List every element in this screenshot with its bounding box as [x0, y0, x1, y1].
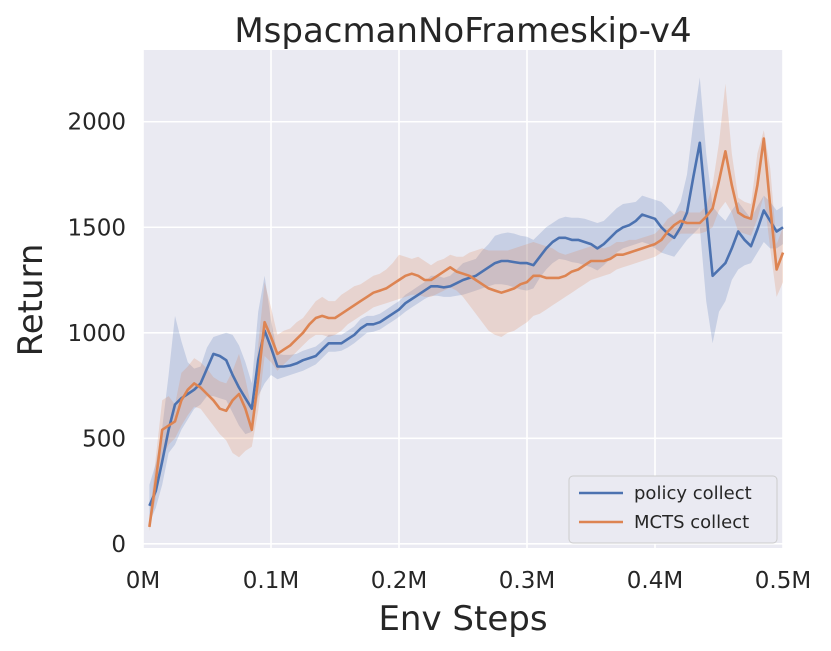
legend-label-policy: policy collect: [634, 483, 752, 504]
x-axis-label: Env Steps: [378, 599, 547, 639]
series-lines: [148, 137, 785, 528]
series-line-0: [148, 141, 784, 507]
y-tick-labels: 0 500 1000 1500 2000: [67, 110, 126, 558]
x-tick-label: 0.3M: [499, 568, 555, 594]
plot-background: [143, 50, 783, 548]
y-tick-label: 500: [82, 426, 126, 452]
x-tick-label: 0.4M: [627, 568, 683, 594]
x-tick-label: 0M: [126, 568, 160, 594]
x-tick-label: 0.2M: [371, 568, 427, 594]
y-tick-label: 1000: [67, 321, 126, 347]
legend: policy collect MCTS collect: [568, 475, 778, 544]
grid: [142, 50, 784, 548]
legend-label-mcts: MCTS collect: [634, 512, 749, 533]
y-tick-label: 2000: [67, 110, 126, 136]
y-tick-label: 1500: [67, 215, 126, 241]
x-tick-label: 0.5M: [755, 568, 811, 594]
series-line-1: [148, 137, 785, 528]
chart-title: MspacmanNoFrameskip-v4: [234, 11, 691, 51]
y-axis-label: Return: [11, 244, 51, 357]
x-tick-labels: 0M 0.1M 0.2M 0.3M 0.4M 0.5M: [126, 568, 811, 594]
x-tick-label: 0.1M: [243, 568, 299, 594]
y-tick-label: 0: [111, 532, 126, 558]
